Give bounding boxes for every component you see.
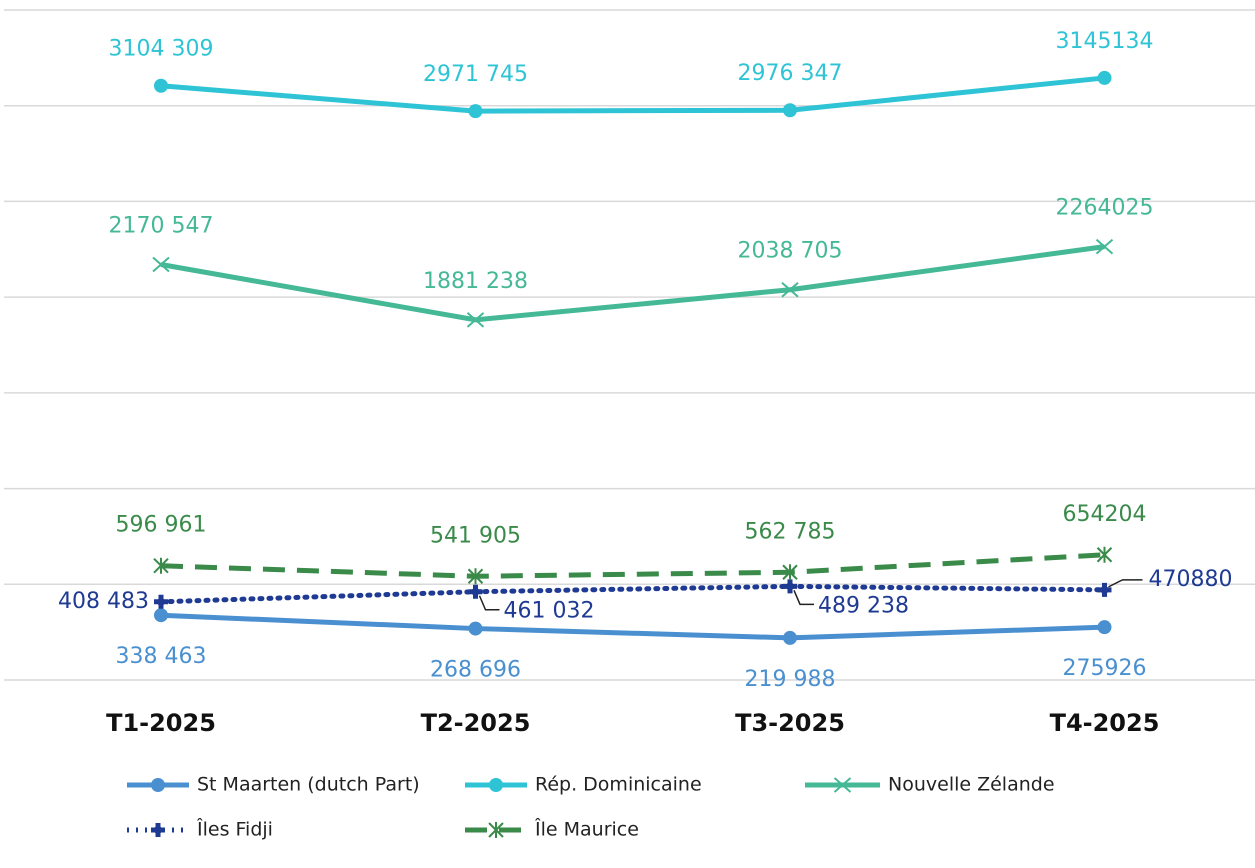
marker xyxy=(468,104,483,119)
marker xyxy=(1097,70,1112,85)
x-tick-label: T3-2025 xyxy=(735,709,845,737)
x-tick-label: T4-2025 xyxy=(1050,709,1160,737)
marker xyxy=(468,621,483,636)
data-label: 489 238 xyxy=(818,593,909,618)
data-label: 268 696 xyxy=(430,658,521,683)
legend-label: Rép. Dominicaine xyxy=(535,774,702,796)
data-label: 596 961 xyxy=(116,513,207,538)
leader-line xyxy=(793,590,814,606)
marker xyxy=(152,256,170,273)
marker-core xyxy=(471,587,480,596)
marker-core xyxy=(157,597,165,606)
marker xyxy=(783,630,797,645)
data-label: 2264025 xyxy=(1056,196,1154,221)
data-label: 408 483 xyxy=(58,589,149,614)
x-tick-label: T1-2025 xyxy=(106,709,216,737)
marker xyxy=(467,568,484,585)
data-label: 2038 705 xyxy=(738,239,843,264)
data-label: 219 988 xyxy=(745,667,836,692)
line xyxy=(160,612,1105,641)
series: 596 961 541 905 562 785 654204 xyxy=(116,502,1147,585)
marker xyxy=(1095,238,1114,255)
data-label: 3145134 xyxy=(1056,29,1154,54)
series: 3104 309 2971 745 2976 347 3145134 xyxy=(109,29,1154,119)
data-label: 338 463 xyxy=(116,644,207,669)
data-label: 3104 309 xyxy=(109,37,214,62)
data-label: 2170 547 xyxy=(109,213,214,238)
marker xyxy=(466,312,485,328)
series: 408 483 461 032 489 238 470880 xyxy=(58,567,1232,624)
legend-label: Île Maurice xyxy=(534,818,639,841)
data-label: 461 032 xyxy=(504,599,595,624)
marker xyxy=(833,777,852,793)
line xyxy=(160,75,1105,114)
marker-core xyxy=(1100,585,1109,594)
line xyxy=(160,552,1105,579)
marker xyxy=(489,778,503,792)
legend-label: St Maarten (dutch Part) xyxy=(197,774,420,796)
series: 2170 547 1881 238 2038 705 2264025 xyxy=(109,196,1154,328)
marker xyxy=(1097,620,1112,635)
marker xyxy=(1096,546,1113,563)
data-label: 1881 238 xyxy=(423,269,528,294)
marker xyxy=(151,778,165,792)
leader-line xyxy=(478,595,500,611)
marker-core xyxy=(154,826,162,834)
data-label: 562 785 xyxy=(745,519,836,544)
data-label: 2971 745 xyxy=(423,62,528,87)
line xyxy=(160,244,1105,323)
marker xyxy=(488,822,504,838)
line xyxy=(158,583,1107,605)
data-label: 275926 xyxy=(1063,656,1147,681)
marker xyxy=(153,557,169,574)
marker xyxy=(154,608,168,623)
data-label: 2976 347 xyxy=(738,61,843,86)
marker-core xyxy=(786,582,794,591)
legend-label: Îles Fidji xyxy=(196,818,273,841)
marker xyxy=(783,103,797,118)
x-tick-label: T2-2025 xyxy=(421,709,531,737)
data-label: 470880 xyxy=(1149,567,1233,592)
legend-label: Nouvelle Zélande xyxy=(888,774,1055,796)
marker xyxy=(154,78,168,93)
data-label: 541 905 xyxy=(430,523,521,548)
marker xyxy=(782,564,798,581)
series: 338 463 268 696 219 988 275926 xyxy=(116,608,1147,692)
data-label: 654204 xyxy=(1063,502,1147,527)
leader-line xyxy=(1108,579,1143,588)
marker xyxy=(781,281,799,298)
